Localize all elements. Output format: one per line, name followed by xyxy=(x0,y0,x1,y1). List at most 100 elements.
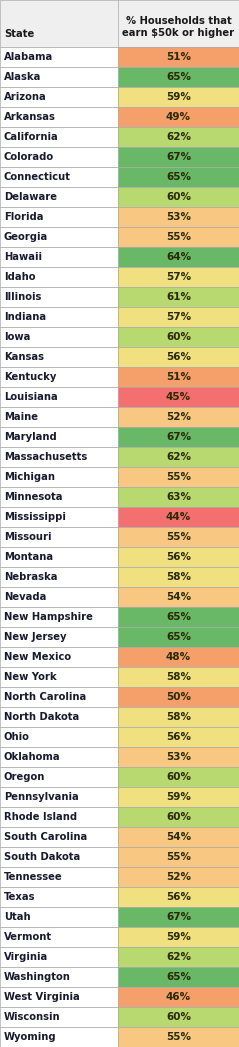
Bar xyxy=(0,307,118,327)
Bar xyxy=(118,987,239,1007)
Bar xyxy=(0,787,118,807)
Bar xyxy=(118,307,239,327)
Bar xyxy=(0,327,118,347)
Bar xyxy=(118,707,239,727)
Text: State: State xyxy=(4,29,34,39)
Text: 52%: 52% xyxy=(166,413,191,422)
Text: Wyoming: Wyoming xyxy=(4,1032,57,1042)
Bar xyxy=(118,507,239,527)
Bar xyxy=(118,627,239,647)
Bar xyxy=(118,667,239,687)
Bar xyxy=(118,87,239,107)
Text: 56%: 56% xyxy=(166,892,191,903)
Bar xyxy=(118,567,239,587)
Text: 59%: 59% xyxy=(166,792,191,802)
Bar xyxy=(118,207,239,227)
Text: Colorado: Colorado xyxy=(4,152,54,162)
Bar xyxy=(118,327,239,347)
Text: 56%: 56% xyxy=(166,352,191,362)
Bar xyxy=(0,887,118,907)
Bar xyxy=(0,267,118,287)
Text: 50%: 50% xyxy=(166,692,191,701)
Text: New Jersey: New Jersey xyxy=(4,632,66,642)
Text: South Dakota: South Dakota xyxy=(4,852,80,862)
Bar xyxy=(118,867,239,887)
Bar xyxy=(0,467,118,487)
Text: 60%: 60% xyxy=(166,812,191,822)
Text: Mississippi: Mississippi xyxy=(4,512,66,522)
Text: Idaho: Idaho xyxy=(4,272,36,282)
Text: New Mexico: New Mexico xyxy=(4,652,71,662)
Bar xyxy=(0,168,118,187)
Text: Missouri: Missouri xyxy=(4,532,51,542)
Text: 67%: 67% xyxy=(166,912,191,922)
Bar xyxy=(118,147,239,168)
Text: 65%: 65% xyxy=(166,72,191,82)
Bar xyxy=(118,447,239,467)
Bar xyxy=(0,547,118,567)
Text: Tennessee: Tennessee xyxy=(4,872,63,882)
Bar xyxy=(0,387,118,407)
Text: Connecticut: Connecticut xyxy=(4,172,71,182)
Bar xyxy=(0,427,118,447)
Bar xyxy=(118,687,239,707)
Text: Maine: Maine xyxy=(4,413,38,422)
Bar xyxy=(118,767,239,787)
Bar xyxy=(0,987,118,1007)
Bar xyxy=(118,107,239,127)
Text: North Carolina: North Carolina xyxy=(4,692,86,701)
Bar xyxy=(0,1007,118,1027)
Bar xyxy=(0,707,118,727)
Text: 58%: 58% xyxy=(166,672,191,682)
Bar xyxy=(0,627,118,647)
Text: Virginia: Virginia xyxy=(4,952,48,962)
Text: 55%: 55% xyxy=(166,1032,191,1042)
Text: Ohio: Ohio xyxy=(4,732,30,742)
Bar xyxy=(118,747,239,767)
Text: 54%: 54% xyxy=(166,592,191,602)
Bar xyxy=(0,0,239,47)
Bar xyxy=(118,847,239,867)
Bar xyxy=(118,367,239,387)
Bar xyxy=(118,247,239,267)
Bar xyxy=(0,827,118,847)
Text: Oklahoma: Oklahoma xyxy=(4,752,61,762)
Text: 65%: 65% xyxy=(166,632,191,642)
Bar xyxy=(0,727,118,747)
Bar xyxy=(0,1027,118,1047)
Bar xyxy=(0,447,118,467)
Bar xyxy=(0,507,118,527)
Text: 58%: 58% xyxy=(166,712,191,722)
Text: New York: New York xyxy=(4,672,57,682)
Text: Kentucky: Kentucky xyxy=(4,372,56,382)
Bar xyxy=(118,607,239,627)
Text: 57%: 57% xyxy=(166,272,191,282)
Text: California: California xyxy=(4,132,59,142)
Text: 62%: 62% xyxy=(166,452,191,462)
Text: West Virginia: West Virginia xyxy=(4,992,80,1002)
Bar xyxy=(118,1007,239,1027)
Bar xyxy=(118,827,239,847)
Text: 45%: 45% xyxy=(166,392,191,402)
Text: 59%: 59% xyxy=(166,92,191,102)
Bar xyxy=(0,187,118,207)
Text: Massachusetts: Massachusetts xyxy=(4,452,87,462)
Text: Wisconsin: Wisconsin xyxy=(4,1012,61,1022)
Text: Oregon: Oregon xyxy=(4,772,45,782)
Bar xyxy=(0,287,118,307)
Text: 60%: 60% xyxy=(166,1012,191,1022)
Text: 55%: 55% xyxy=(166,852,191,862)
Bar xyxy=(118,407,239,427)
Bar xyxy=(118,787,239,807)
Text: South Carolina: South Carolina xyxy=(4,832,87,842)
Text: Vermont: Vermont xyxy=(4,932,52,942)
Bar xyxy=(0,767,118,787)
Text: 49%: 49% xyxy=(166,112,191,122)
Bar xyxy=(0,247,118,267)
Bar xyxy=(0,207,118,227)
Text: % Households that: % Households that xyxy=(126,17,231,26)
Bar xyxy=(0,527,118,547)
Bar xyxy=(118,927,239,946)
Bar xyxy=(118,587,239,607)
Text: 56%: 56% xyxy=(166,732,191,742)
